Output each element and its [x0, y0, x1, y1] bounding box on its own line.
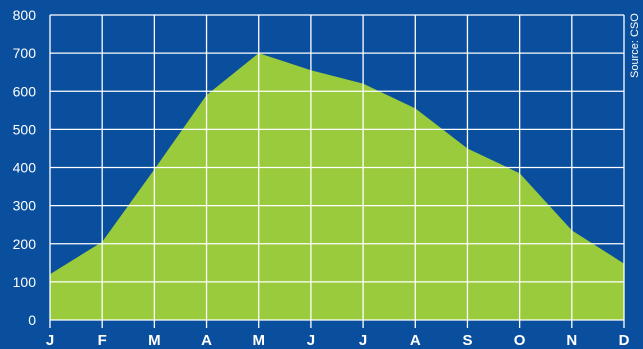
x-tick-label: J — [307, 332, 315, 349]
y-tick-label: 400 — [13, 160, 37, 176]
x-tick-label: O — [514, 332, 526, 349]
x-tick-label: J — [359, 332, 367, 349]
y-tick-label: 700 — [13, 45, 37, 61]
y-tick-label: 500 — [13, 121, 37, 137]
x-tick-label: S — [462, 332, 472, 349]
source-note: Source: CSO — [629, 13, 641, 78]
y-tick-label: 100 — [13, 274, 37, 290]
y-tick-label: 800 — [13, 7, 37, 23]
x-tick-label: M — [252, 332, 265, 349]
y-tick-label: 300 — [13, 198, 37, 214]
x-tick-label: N — [566, 332, 577, 349]
x-tick-label: A — [201, 332, 212, 349]
y-axis-ticks: 0 100 200 300 400 500 600 700 800 — [13, 7, 37, 328]
x-tick-label: J — [46, 332, 54, 349]
x-tick-label: D — [619, 332, 630, 349]
y-tick-label: 200 — [13, 236, 37, 252]
y-tick-label: 600 — [13, 83, 37, 99]
x-tick-label: M — [148, 332, 161, 349]
x-tick-label: A — [410, 332, 421, 349]
area-series — [50, 53, 624, 320]
grid-lines — [49, 14, 625, 328]
y-tick-label: 0 — [28, 312, 36, 328]
x-tick-label: F — [98, 332, 107, 349]
